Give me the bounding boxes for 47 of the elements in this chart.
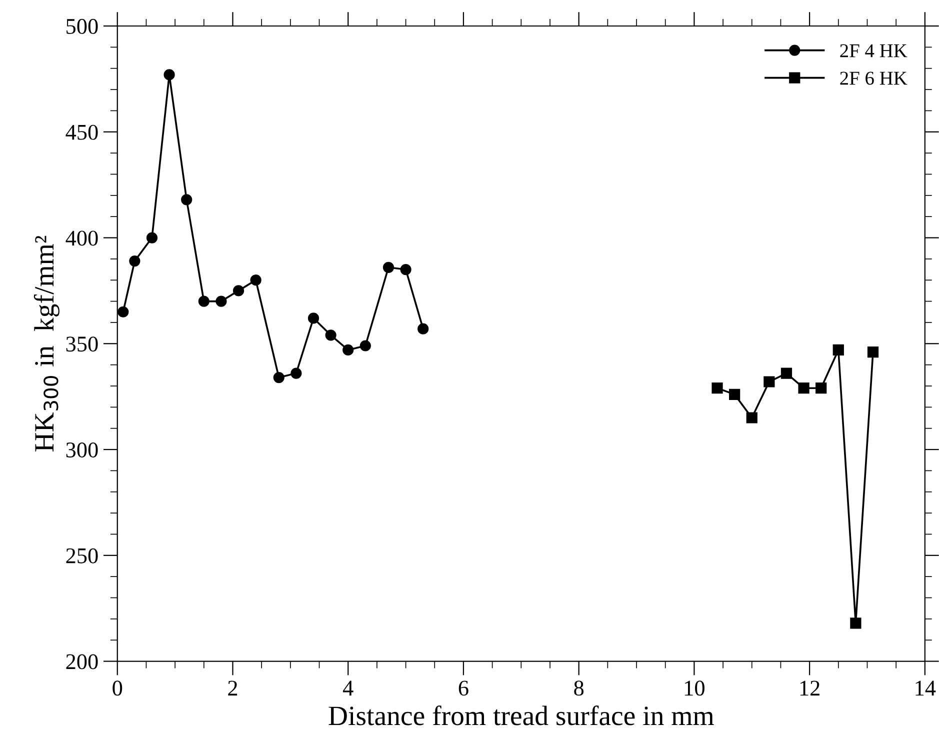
point bbox=[250, 274, 262, 286]
point bbox=[181, 194, 192, 206]
x-tick-label: 14 bbox=[916, 680, 936, 696]
point bbox=[342, 344, 354, 356]
point bbox=[198, 296, 210, 307]
y-tick-label: 400 bbox=[66, 230, 98, 246]
legend-label: 2F 6 HK bbox=[840, 72, 908, 85]
y-tick-label: 500 bbox=[66, 18, 98, 34]
point bbox=[164, 69, 175, 80]
legend-label: 2F 4 HK bbox=[840, 44, 908, 58]
x-tick-label: 2 bbox=[228, 680, 238, 696]
point bbox=[400, 264, 412, 276]
y-tick-label: 250 bbox=[66, 548, 98, 564]
x-tick-label: 12 bbox=[800, 680, 820, 696]
x-tick-label: 4 bbox=[342, 680, 354, 696]
point bbox=[308, 312, 320, 324]
y-tick-label: 350 bbox=[66, 336, 98, 352]
x-axis-title: Distance from tread surface in mm bbox=[328, 705, 714, 726]
x-tick-label: 0 bbox=[112, 680, 122, 696]
point bbox=[232, 285, 244, 296]
point bbox=[780, 368, 792, 379]
point bbox=[798, 382, 810, 394]
point bbox=[832, 344, 844, 356]
y-tick-label: 300 bbox=[66, 442, 98, 458]
point bbox=[746, 412, 758, 424]
x-tick-label: 6 bbox=[458, 680, 468, 696]
x-tick-label: 10 bbox=[685, 680, 704, 696]
point bbox=[146, 232, 158, 244]
point bbox=[360, 340, 371, 352]
point bbox=[712, 382, 723, 394]
point bbox=[382, 262, 394, 273]
point bbox=[867, 346, 879, 358]
y-tick-label: 450 bbox=[66, 124, 98, 140]
point bbox=[273, 372, 284, 384]
point bbox=[129, 255, 140, 267]
y-tick-label: 200 bbox=[66, 654, 98, 670]
point bbox=[418, 323, 429, 334]
point bbox=[118, 306, 129, 318]
y-axis-title: HK$_{300}$ in kgf/mm² bbox=[34, 236, 60, 452]
point bbox=[729, 388, 740, 400]
point bbox=[216, 296, 227, 307]
point bbox=[764, 376, 775, 388]
point bbox=[850, 618, 862, 629]
point bbox=[290, 368, 302, 379]
point bbox=[816, 382, 827, 394]
x-tick-label: 8 bbox=[574, 680, 584, 696]
point bbox=[325, 330, 336, 341]
